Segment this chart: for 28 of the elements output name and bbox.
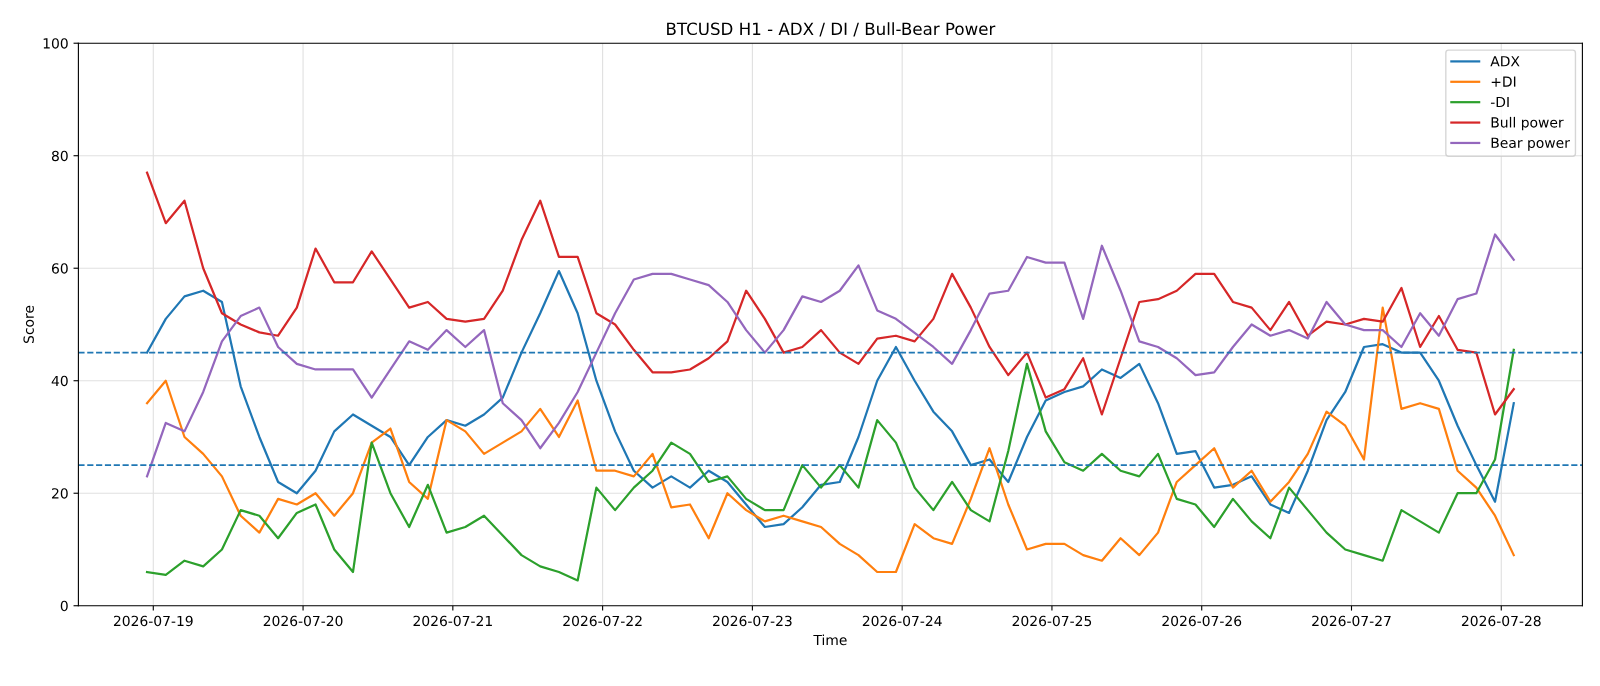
x-tick-label: 2026-07-26: [1162, 615, 1242, 627]
x-tick-label: 2026-07-22: [563, 615, 642, 627]
line-series: [145, 306, 1515, 574]
y-tick-label: 40: [51, 375, 68, 387]
legend-label: ADX: [1490, 56, 1520, 67]
legend-label: -DI: [1490, 96, 1509, 108]
legend-label: +DI: [1491, 76, 1516, 87]
legend-label: Bull power: [1491, 116, 1564, 131]
chart-title: BTCUSD H1 - ADX / DI / Bull-Bear Power: [667, 22, 996, 37]
line-series: [145, 233, 1515, 478]
x-axis-title: Time: [813, 634, 847, 646]
x-tick-label: 2026-07-28: [1461, 615, 1541, 627]
x-tick-label: 2026-07-24: [862, 615, 942, 627]
line-series: [145, 171, 1515, 416]
y-tick-label: 60: [51, 263, 68, 274]
x-tick-label: 2026-07-21: [413, 615, 492, 627]
x-tick-label: 2026-07-19: [113, 615, 193, 627]
y-tick-label: 100: [43, 38, 68, 49]
y-tick-label: 80: [51, 150, 68, 162]
line-series: [145, 348, 1515, 582]
y-tick-label: 20: [52, 488, 68, 499]
x-tick-label: 2026-07-23: [713, 615, 792, 627]
legend-label: Bear power: [1491, 137, 1570, 151]
y-axis-title: Score: [23, 305, 34, 344]
x-tick-label: 2026-07-27: [1312, 615, 1391, 627]
x-tick-label: 2026-07-20: [263, 615, 343, 627]
x-tick-label: 2026-07-25: [1012, 615, 1092, 627]
y-tick-label: 0: [60, 600, 68, 612]
